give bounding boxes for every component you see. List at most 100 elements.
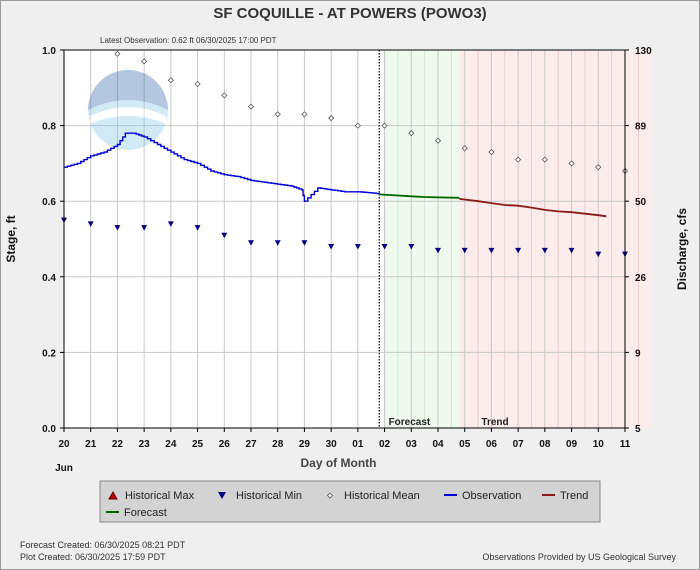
x-tick-label: 11 <box>620 439 631 450</box>
historical-min-point <box>408 244 415 250</box>
y2-tick-label: 5 <box>635 424 641 435</box>
forecast-created-text: Forecast Created: 06/30/2025 08:21 PDT <box>20 540 186 550</box>
historical-mean-point <box>328 114 335 122</box>
forecast-region <box>384 50 460 428</box>
x-tick-label: 21 <box>85 439 97 450</box>
y-tick-label: 0.0 <box>42 424 56 435</box>
y-axis-label: Stage, ft <box>4 215 18 262</box>
legend-min-label: Historical Min <box>236 490 302 502</box>
x-tick-label: 09 <box>566 439 578 450</box>
historical-mean-point <box>568 160 575 167</box>
x-tick-label: 07 <box>513 439 525 450</box>
y-tick-label: 0.4 <box>42 273 56 284</box>
x-tick-label: 26 <box>219 439 231 450</box>
historical-mean-point <box>141 58 148 65</box>
historical-mean-point <box>461 145 468 152</box>
historical-min-point <box>87 221 94 227</box>
y-tick-label: 0.6 <box>42 197 56 208</box>
historical-mean-point <box>408 130 415 137</box>
forecast-region-label: Forecast <box>389 417 431 428</box>
legend-observation-label: Observation <box>462 490 521 502</box>
x-tick-label: 05 <box>459 439 471 450</box>
plot-created-text: Plot Created: 06/30/2025 17:59 PDT <box>20 552 166 562</box>
legend-mean-marker <box>326 492 334 499</box>
trend-region <box>459 50 652 428</box>
trend-region-label: Trend <box>481 417 508 428</box>
x-tick-label: 01 <box>352 439 364 450</box>
historical-mean-point <box>515 156 522 163</box>
historical-mean-point <box>114 50 121 57</box>
historical-min-point <box>488 247 495 254</box>
historical-min-point <box>248 240 254 246</box>
y2-tick-label: 50 <box>635 197 647 208</box>
latest-observation-text: Latest Observation: 0.62 ft 06/30/2025 1… <box>100 36 277 45</box>
y2-tick-label: 9 <box>635 348 641 359</box>
x-tick-label: 30 <box>326 439 338 450</box>
y2-tick-label: 89 <box>635 122 647 133</box>
y2-tick-label: 26 <box>635 273 647 284</box>
x-tick-label: 20 <box>58 439 70 450</box>
x-axis-label: Day of Month <box>301 456 377 470</box>
historical-min-point <box>167 221 174 227</box>
y2-tick-label: 130 <box>635 46 652 57</box>
observation-line <box>64 132 380 202</box>
historical-min-point <box>301 240 308 246</box>
historical-mean-point <box>301 111 308 118</box>
x-tick-label: 24 <box>165 439 177 450</box>
y-tick-label: 0.2 <box>42 348 56 359</box>
historical-min-point <box>435 247 441 254</box>
x-tick-label: 10 <box>593 439 605 450</box>
month-label: Jun <box>55 463 73 474</box>
historical-mean-point <box>488 148 495 156</box>
legend-trend-label: Trend <box>560 490 588 502</box>
forecast-line <box>379 193 460 199</box>
legend-box <box>99 480 601 523</box>
historical-mean-point <box>381 122 388 129</box>
y2-axis-label: Discharge, cfs <box>675 208 689 290</box>
legend-min-marker <box>218 492 226 499</box>
x-tick-label: 03 <box>406 439 418 450</box>
historical-mean-point <box>247 103 255 110</box>
historical-min-point <box>461 247 468 254</box>
chart-title: SF COQUILLE - AT POWERS (POWO3) <box>213 5 486 22</box>
historical-mean-point <box>595 164 602 171</box>
historical-min-point <box>541 247 548 254</box>
y-tick-label: 0.8 <box>42 122 56 133</box>
historical-min-point <box>354 244 361 250</box>
y-tick-label: 1.0 <box>42 46 56 57</box>
historical-min-point <box>381 244 388 250</box>
historical-mean-point <box>221 92 228 99</box>
historical-min-point <box>595 251 602 258</box>
plot-border <box>63 49 626 429</box>
historical-mean-point <box>274 111 281 118</box>
historical-min-point <box>141 225 148 231</box>
historical-min-point <box>568 247 575 254</box>
legend-forecast-label: Forecast <box>124 507 167 519</box>
historical-min-point <box>515 247 522 254</box>
x-tick-label: 02 <box>379 439 391 450</box>
historical-mean-point <box>167 77 174 84</box>
historical-mean-point <box>194 80 201 88</box>
x-tick-label: 08 <box>539 439 551 450</box>
x-tick-label: 25 <box>192 439 204 450</box>
provider-text: Observations Provided by US Geological S… <box>482 552 676 562</box>
x-tick-label: 29 <box>299 439 311 450</box>
x-tick-label: 22 <box>112 439 124 450</box>
historical-min-point <box>328 244 335 250</box>
x-tick-label: 27 <box>245 439 257 450</box>
legend-mean-label: Historical Mean <box>344 490 420 502</box>
historical-min-point <box>114 225 121 231</box>
x-tick-label: 28 <box>272 439 284 450</box>
historical-mean-point <box>434 137 442 144</box>
legend-max-label: Historical Max <box>125 490 195 502</box>
historical-mean-point <box>541 156 548 163</box>
x-tick-label: 06 <box>486 439 498 450</box>
x-tick-label: 23 <box>139 439 151 450</box>
historical-mean-point <box>354 122 361 129</box>
legend-max-marker <box>108 490 118 500</box>
historical-min-point <box>221 232 228 239</box>
x-tick-label: 04 <box>432 439 444 450</box>
trend-line <box>459 198 607 218</box>
historical-min-point <box>274 240 281 246</box>
